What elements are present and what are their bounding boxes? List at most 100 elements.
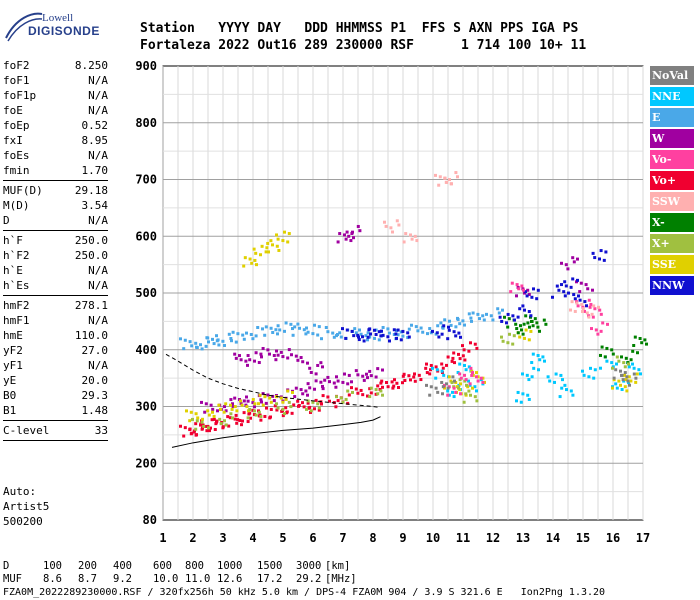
ionogram-point bbox=[196, 416, 200, 420]
ionogram-point bbox=[452, 386, 456, 390]
ionogram-point bbox=[231, 330, 235, 334]
ionogram-point bbox=[293, 395, 297, 399]
ionogram-point bbox=[357, 335, 360, 339]
muf-row-cell: 8.7 bbox=[78, 573, 97, 585]
ionogram-point bbox=[336, 240, 340, 244]
ionogram-point bbox=[413, 234, 417, 238]
ionogram-point bbox=[581, 310, 584, 314]
ionogram-point bbox=[583, 309, 586, 313]
ionogram-point bbox=[582, 373, 586, 377]
ionogram-point bbox=[509, 290, 513, 294]
ionogram-point bbox=[281, 414, 285, 418]
ionogram-point bbox=[274, 328, 278, 332]
ionogram-point bbox=[302, 328, 306, 332]
param-value: N/A bbox=[88, 104, 108, 117]
ionogram-point bbox=[306, 382, 310, 386]
ionogram-point bbox=[521, 372, 524, 376]
ionogram-point bbox=[633, 335, 637, 339]
ionogram-point bbox=[450, 381, 454, 384]
ionogram-point bbox=[521, 332, 525, 336]
ionogram-point bbox=[576, 304, 580, 308]
ionogram-point bbox=[527, 292, 531, 296]
ionogram-point bbox=[200, 427, 204, 431]
ionogram-point bbox=[276, 332, 279, 336]
ionogram-point bbox=[555, 284, 559, 288]
ionogram-point bbox=[239, 399, 242, 403]
parameter-panel: foF2 8.250 foF1 N/A foF1p N/A foE N/A foEp 0.52 fx… bbox=[3, 58, 108, 443]
ionogram-point bbox=[463, 379, 467, 383]
ionogram-point bbox=[291, 333, 295, 337]
param-row: hmE 110.0 bbox=[3, 328, 108, 343]
ionogram-point bbox=[454, 325, 458, 329]
ionogram-point bbox=[399, 330, 403, 334]
ionogram-point bbox=[309, 409, 313, 413]
ionogram-point bbox=[281, 407, 285, 411]
ionogram-point bbox=[391, 230, 394, 234]
param-value: 8.95 bbox=[81, 134, 109, 147]
y-tick-label: 700 bbox=[135, 173, 157, 187]
ionogram-point bbox=[530, 375, 534, 379]
ionogram-point bbox=[469, 341, 472, 345]
ionogram-point bbox=[343, 233, 346, 237]
ionogram-point bbox=[356, 373, 360, 377]
ionogram-point bbox=[230, 407, 234, 411]
ionogram-point bbox=[640, 341, 644, 345]
ionogram-point bbox=[554, 372, 558, 376]
ionogram-point bbox=[331, 331, 335, 335]
ionogram-point bbox=[379, 334, 383, 338]
distance-row-cell: 200 bbox=[78, 560, 97, 572]
ionogram-point bbox=[409, 378, 412, 382]
ionogram-point bbox=[441, 385, 445, 389]
ionogram-point bbox=[263, 333, 267, 337]
ionogram-point bbox=[313, 323, 316, 327]
y-tick-label: 500 bbox=[135, 286, 157, 300]
param-name: yF1 bbox=[3, 359, 23, 372]
param-value: 0.52 bbox=[81, 119, 109, 132]
ionogram-point bbox=[553, 380, 556, 384]
ionogram-point bbox=[221, 426, 225, 430]
ionogram-point bbox=[391, 386, 395, 390]
ionogram-point bbox=[183, 426, 187, 430]
ionogram-point bbox=[546, 375, 550, 379]
ionogram-point bbox=[590, 312, 594, 316]
ionogram-point bbox=[467, 349, 471, 353]
ionogram-point bbox=[464, 378, 468, 382]
ionogram-point bbox=[265, 246, 269, 250]
ionogram-point bbox=[338, 232, 342, 236]
param-row: MUF(D) 29.18 bbox=[3, 183, 108, 198]
ionogram-point bbox=[341, 380, 345, 384]
ionogram-point bbox=[246, 420, 250, 424]
ionogram-point bbox=[358, 328, 361, 332]
ionogram-point bbox=[352, 334, 356, 338]
ionogram-point bbox=[463, 323, 466, 327]
ionogram-point bbox=[195, 346, 199, 350]
ionogram-point bbox=[287, 400, 291, 404]
profile-dashed-line bbox=[165, 353, 381, 409]
ionogram-point bbox=[576, 257, 579, 261]
ionogram-point bbox=[294, 354, 298, 358]
header-values: Fortaleza 2022 Out16 289 230000 RSF 1 71… bbox=[140, 37, 586, 54]
ionogram-point bbox=[440, 362, 444, 366]
ionogram-point bbox=[531, 324, 535, 328]
ionogram-point bbox=[395, 381, 399, 385]
ionogram-point bbox=[381, 385, 384, 389]
ionogram-point bbox=[234, 340, 238, 344]
ionogram-point bbox=[580, 302, 584, 306]
x-tick-label: 15 bbox=[576, 531, 590, 545]
ionogram-point bbox=[456, 317, 460, 321]
ionogram-point bbox=[519, 324, 522, 328]
ionogram-point bbox=[453, 379, 456, 383]
header-label-station: Station bbox=[140, 21, 195, 36]
ionogram-point bbox=[374, 392, 378, 396]
header-label-config: FFS S AXN PPS IGA PS bbox=[421, 21, 579, 36]
distance-row-cell: 3000 bbox=[296, 560, 322, 572]
param-name: foE bbox=[3, 104, 23, 117]
param-value: 110.0 bbox=[74, 329, 108, 342]
ionogram-point bbox=[229, 337, 233, 340]
ionogram-point bbox=[569, 389, 573, 393]
ionogram-point bbox=[252, 247, 256, 251]
ionogram-point bbox=[506, 325, 510, 329]
ionogram-point bbox=[347, 234, 351, 238]
ionogram-point bbox=[380, 329, 383, 333]
ionogram-point bbox=[523, 336, 526, 340]
